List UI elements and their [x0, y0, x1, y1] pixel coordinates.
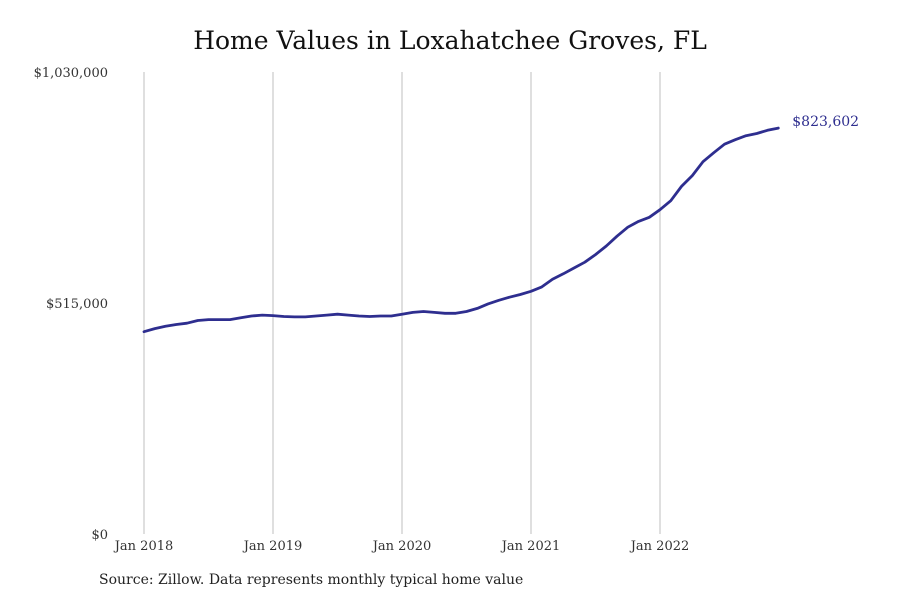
latest-value-label: $823,602: [792, 114, 859, 130]
source-note: Source: Zillow. Data represents monthly …: [99, 572, 524, 588]
y-axis-ticks: $0 $515,000 $1,030,000: [34, 66, 108, 543]
x-tick-label: Jan 2019: [242, 539, 303, 554]
chart-title: Home Values in Loxahatchee Groves, FL: [193, 26, 707, 55]
x-tick-label: Jan 2020: [371, 539, 432, 554]
vertical-gridlines: [143, 72, 661, 534]
y-tick-label: $0: [91, 528, 108, 543]
x-axis-ticks: Jan 2018 Jan 2019 Jan 2020 Jan 2021 Jan 2022: [113, 539, 690, 554]
y-tick-label: $1,030,000: [34, 66, 108, 81]
x-tick-label: Jan 2021: [500, 539, 561, 554]
x-tick-label: Jan 2018: [113, 539, 174, 554]
x-tick-label: Jan 2022: [629, 539, 690, 554]
home-value-series-line: [142, 126, 780, 334]
y-tick-label: $515,000: [46, 297, 108, 312]
